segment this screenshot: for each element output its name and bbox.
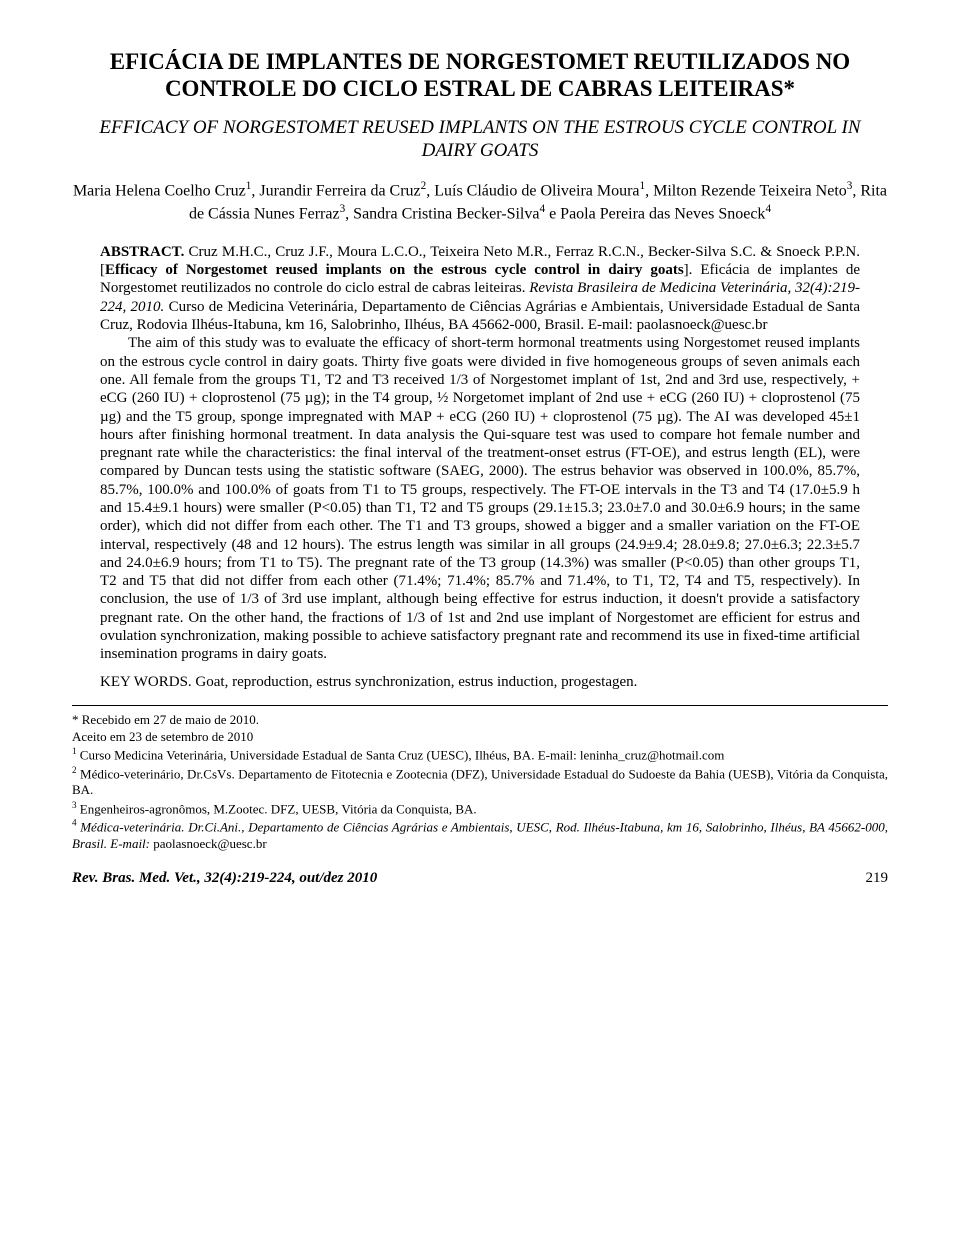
footnote-3: 3 Engenheiros-agronômos, M.Zootec. DFZ, … <box>72 800 888 818</box>
keywords-line: KEY WORDS. Goat, reproduction, estrus sy… <box>100 674 860 691</box>
abstract-body: The aim of this study was to evaluate th… <box>100 334 860 663</box>
footnote-4-sup: 4 <box>72 819 80 834</box>
footer-journal: Rev. Bras. Med. Vet., 32(4):219-224, out… <box>72 870 377 887</box>
affiliation-text: Curso de Medicina Veterinária, Departame… <box>100 299 860 333</box>
footnotes-block: * Recebido em 27 de maio de 2010. Aceito… <box>72 712 888 852</box>
footnote-accepted: Aceito em 23 de setembro de 2010 <box>72 729 888 745</box>
citation-english-title: Efficacy of Norgestomet reused implants … <box>105 262 684 278</box>
page-footer: Rev. Bras. Med. Vet., 32(4):219-224, out… <box>72 870 888 887</box>
paper-title: EFICÁCIA DE IMPLANTES DE NORGESTOMET REU… <box>72 48 888 102</box>
keywords-label: KEY WORDS. <box>100 674 192 690</box>
paper-subtitle: EFFICACY OF NORGESTOMET REUSED IMPLANTS … <box>72 116 888 162</box>
keywords-text: Goat, reproduction, estrus synchronizati… <box>192 674 638 690</box>
authors-line: Maria Helena Coelho Cruz1, Jurandir Ferr… <box>72 179 888 225</box>
page-root: EFICÁCIA DE IMPLANTES DE NORGESTOMET REU… <box>0 0 960 919</box>
abstract-label: ABSTRACT. <box>100 244 184 260</box>
footnote-separator <box>72 705 888 706</box>
footnote-1: 1 Curso Medicina Veterinária, Universida… <box>72 746 888 764</box>
footnote-received: * Recebido em 27 de maio de 2010. <box>72 712 888 728</box>
footnote-4: 4 Médica-veterinária. Dr.Ci.Ani., Depart… <box>72 818 888 852</box>
footnote-4-email: paolasnoeck@uesc.br <box>153 836 266 851</box>
abstract-block: ABSTRACT. Cruz M.H.C., Cruz J.F., Moura … <box>100 243 860 664</box>
footnote-2: 2 Médico-veterinário, Dr.CsVs. Departame… <box>72 765 888 799</box>
footer-page-number: 219 <box>866 870 889 887</box>
